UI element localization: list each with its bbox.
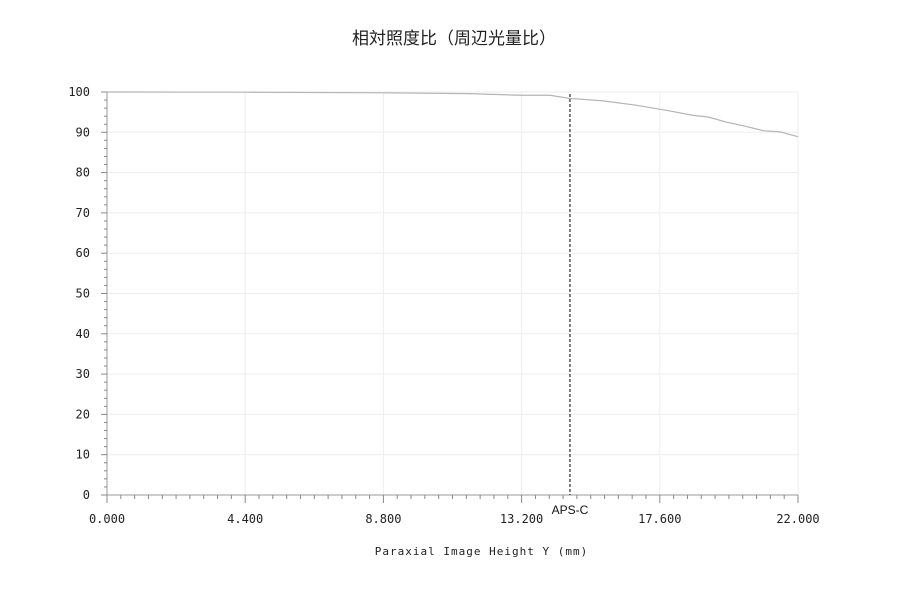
aps-c-marker-label: APS-C bbox=[552, 503, 589, 517]
y-tick-label: 80 bbox=[76, 166, 90, 180]
y-tick-label: 40 bbox=[76, 327, 90, 341]
y-tick-label: 70 bbox=[76, 206, 90, 220]
illumination-curve bbox=[106, 91, 799, 138]
x-tick-label: 4.400 bbox=[227, 512, 263, 526]
x-axis-label: Paraxial Image Height Y (mm) bbox=[375, 545, 588, 558]
y-tick-label: 90 bbox=[76, 125, 90, 139]
y-tick-label: 100 bbox=[68, 85, 90, 99]
y-tick-label: 20 bbox=[76, 407, 90, 421]
x-tick-label: 8.800 bbox=[365, 512, 401, 526]
x-tick-label: 13.200 bbox=[500, 512, 543, 526]
y-tick-label: 50 bbox=[76, 287, 90, 301]
x-tick-label: 0.000 bbox=[89, 512, 125, 526]
x-tick-label: 22.000 bbox=[776, 512, 819, 526]
x-tick-label: 17.600 bbox=[638, 512, 681, 526]
y-tick-label: 10 bbox=[76, 448, 90, 462]
y-tick-label: 0 bbox=[83, 488, 90, 502]
chart-title: 相対照度比（周辺光量比） bbox=[352, 29, 556, 49]
y-tick-label: 30 bbox=[76, 367, 90, 381]
y-tick-label: 60 bbox=[76, 246, 90, 260]
